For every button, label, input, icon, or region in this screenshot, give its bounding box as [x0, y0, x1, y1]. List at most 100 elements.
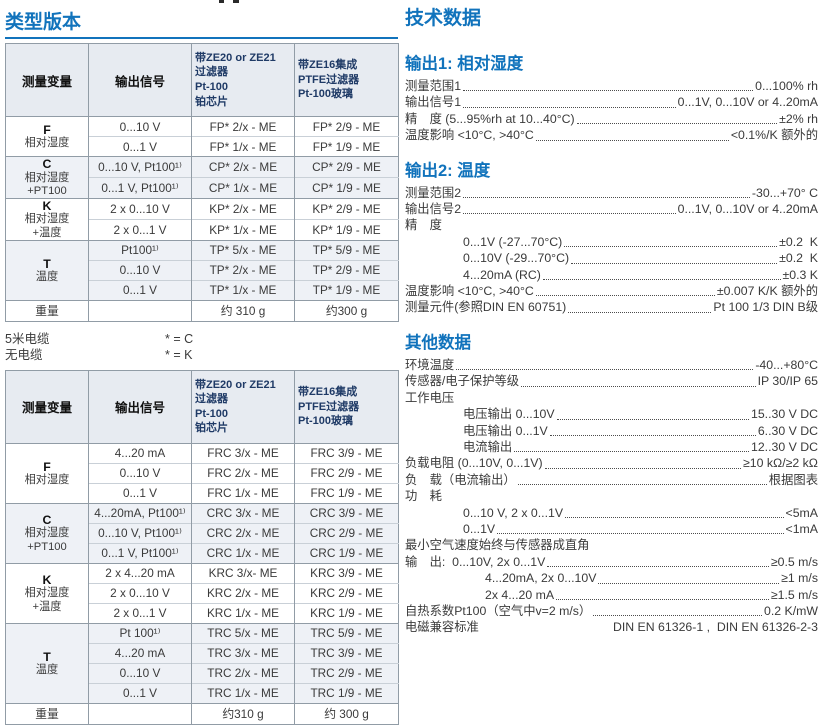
- spec-line: 输出信号1 0...1V, 0...10V or 4..20mA: [405, 94, 818, 110]
- measured-variable-cell: F 相对湿度: [5, 116, 89, 157]
- weight-ze16-cell: 约300 g: [294, 299, 399, 322]
- model-code-ze20-cell: KRC 1/x - ME: [191, 602, 295, 624]
- spec-line: 传感器/电子保护等级 IP 30/IP 65: [405, 373, 818, 389]
- col-header-signal: 输出信号: [88, 43, 192, 117]
- output-signal-cell: 2 x 0...1 V: [88, 602, 192, 624]
- model-code-ze20-cell: FP* 1/x - ME: [191, 136, 295, 157]
- variable-description: 相对湿度 +温度: [24, 587, 70, 613]
- table-row: 4...20 mA TRC 3/x - ME TRC 3/9 - ME: [6, 642, 399, 664]
- model-code-ze20-cell: KRC 3/x- ME: [191, 562, 295, 584]
- dot-leader: [549, 434, 756, 436]
- table-row: 0...1 V FP* 1/x - ME FP* 1/9 - ME: [6, 136, 399, 157]
- model-code-ze16-cell: TRC 1/9 - ME: [294, 682, 399, 704]
- model-code-ze20-cell: KRC 2/x - ME: [191, 582, 295, 604]
- table-row: 0...1 V, Pt100¹⁾ CP* 1/x - ME CP* 1/9 - ME: [6, 176, 399, 199]
- model-code-ze16-cell: TP* 2/9 - ME: [294, 259, 399, 281]
- type-table-current: 测量变量 输出信号 带ZE20 or ZE21 过滤器 Pt-100 铂芯片 带ZE1…: [5, 369, 399, 725]
- variable-description: 温度: [35, 664, 59, 677]
- dot-leader: [598, 582, 780, 584]
- table-row: F 相对湿度 4...20 mA FRC 3/x - ME FRC 3/9 - ME: [5, 442, 399, 504]
- empty-cell: [88, 702, 192, 725]
- dot-leader: [571, 262, 778, 264]
- spec-lines: 环境温度 -40...+80°C 传感器/电子保护等级 IP 30/IP 65 工作电压…: [405, 357, 818, 636]
- spec-value: ±0.3 K: [782, 267, 818, 282]
- output-signal-cell: 4...20mA, Pt100¹⁾: [88, 502, 192, 524]
- model-code-ze16-cell: TRC 3/9 - ME: [294, 642, 399, 664]
- tech-data-sections: 输出1: 相对湿度 测量范围1 0...100% rh 输出信号1 0...1V, 0.…: [405, 54, 818, 636]
- weight-label-cell: 重量: [5, 299, 89, 322]
- tech-section-title: 输出2: 温度: [405, 161, 491, 180]
- model-code-ze16-cell: TRC 5/9 - ME: [294, 622, 399, 644]
- spec-line: 0...1V <1mA: [405, 521, 818, 537]
- dot-leader: [521, 385, 756, 387]
- spec-line: 负载电阻 (0...10V, 0...1V) ≥10 kΩ/≥2 kΩ: [405, 455, 818, 471]
- model-code-ze20-cell: TRC 1/x - ME: [191, 682, 295, 704]
- variable-letter: T: [43, 256, 51, 271]
- spec-value: 0.2 K/mW: [764, 603, 818, 618]
- spec-value: <0.1%/K 额外的: [730, 128, 818, 143]
- table-row: 0...1 V TRC 1/x - ME TRC 1/9 - ME: [6, 682, 399, 704]
- col-header-variable: 测量变量: [5, 370, 89, 444]
- spec-value: <5mA: [785, 505, 818, 520]
- spec-value: ±2% rh: [779, 111, 818, 126]
- spec-label: 0...10V (-29...70°C): [463, 251, 570, 266]
- table-row: K 相对湿度 +温度 2 x 0...10 V KP* 2/x - ME KP* 2/9…: [5, 197, 399, 241]
- spec-label: 4...20mA, 2x 0...10V: [485, 571, 597, 586]
- output-signal-cell: 0...10 V: [88, 259, 192, 281]
- dot-leader: [568, 311, 712, 313]
- spec-lines: 测量范围1 0...100% rh 输出信号1 0...1V, 0...10V or …: [405, 78, 818, 144]
- table-header-row: 测量变量 输出信号 带ZE20 or ZE21 过滤器 Pt-100 铂芯片 带ZE1…: [5, 43, 399, 117]
- output-signal-cell: 4...20 mA: [88, 642, 192, 664]
- output-signal-cell: Pt100¹⁾: [88, 239, 192, 261]
- spec-value: 12..30 V DC: [751, 439, 818, 454]
- table-row: 0...10 V, Pt100¹⁾ CRC 2/x - ME CRC 2/9 - M…: [6, 522, 399, 544]
- table-row: 0...1 V TP* 1/x - ME TP* 1/9 - ME: [6, 279, 399, 301]
- spec-label: 0...1V (-27...70°C): [463, 234, 563, 249]
- model-code-ze16-cell: TP* 5/9 - ME: [294, 239, 399, 261]
- spec-value: 0...1V, 0...10V or 4..20mA: [677, 95, 818, 110]
- spec-label: 精 度 (5...95%rh at 10...40°C): [405, 111, 575, 126]
- spec-line: 4...20mA, 2x 0...10V ≥1 m/s: [405, 570, 818, 586]
- dot-leader: [456, 369, 754, 371]
- model-code-ze20-cell: CRC 3/x - ME: [191, 502, 295, 524]
- output-signal-cell: Pt 100¹⁾: [88, 622, 192, 644]
- model-code-ze16-cell: FRC 3/9 - ME: [294, 442, 399, 464]
- section-title-technical-data: 技术数据: [405, 8, 482, 29]
- legend-row: 5米电缆 * = C: [5, 331, 398, 347]
- model-code-ze16-cell: KRC 3/9 - ME: [294, 562, 399, 584]
- spec-label: 测量元件(参照DIN EN 60751): [405, 300, 567, 315]
- spec-line: 精 度: [405, 217, 818, 233]
- variable-letter: F: [43, 459, 51, 474]
- measured-variable-cell: K 相对湿度 +温度: [5, 197, 89, 241]
- table-row: 0...10 V TP* 2/x - ME TP* 2/9 - ME: [6, 259, 399, 281]
- spec-value: IP 30/IP 65: [757, 374, 818, 389]
- spec-line: 温度影响 <10°C, >40°C <0.1%/K 额外的: [405, 127, 818, 143]
- output-signal-cell: 2 x 0...1 V: [88, 218, 192, 241]
- spec-line: 测量范围2 -30...+70° C: [405, 185, 818, 201]
- table-row: 2 x 0...10 V KRC 2/x - ME KRC 2/9 - ME: [6, 582, 399, 604]
- empty-cell: [88, 299, 192, 322]
- output-signal-cell: 0...10 V: [88, 462, 192, 484]
- variable-description: 相对湿度 +PT100: [24, 171, 70, 197]
- measured-variable-cell: C 相对湿度 +PT100: [5, 156, 89, 199]
- dot-leader: [497, 533, 784, 535]
- spec-line: 自热系数Pt100（空气中v=2 m/s） 0.2 K/mW: [405, 603, 818, 619]
- spec-value: ±0.2 K: [779, 251, 818, 266]
- spec-value: ±0.007 K/K 额外的: [716, 284, 818, 299]
- output-signal-cell: 0...1 V, Pt100¹⁾: [88, 542, 192, 564]
- spec-line: 0...10V (-29...70°C) ±0.2 K: [405, 250, 818, 266]
- dot-leader: [593, 615, 763, 617]
- spec-value: 6..30 V DC: [757, 423, 818, 438]
- model-code-ze20-cell: TRC 5/x - ME: [191, 622, 295, 644]
- legend-label: 5米电缆: [5, 331, 50, 346]
- output-signal-cell: 2 x 4...20 mA: [88, 562, 192, 584]
- variable-letter: K: [42, 572, 52, 587]
- section-title-type-versions: 类型版本: [5, 12, 398, 39]
- spec-value: -30...+70° C: [751, 185, 818, 200]
- dot-leader: [556, 598, 769, 600]
- dot-leader: [556, 418, 749, 420]
- variable-description: 相对湿度 +PT100: [24, 527, 70, 553]
- spec-value: 根据图表: [768, 472, 818, 487]
- model-code-ze20-cell: FRC 3/x - ME: [191, 442, 295, 464]
- spec-line: 精 度 (5...95%rh at 10...40°C) ±2% rh: [405, 111, 818, 127]
